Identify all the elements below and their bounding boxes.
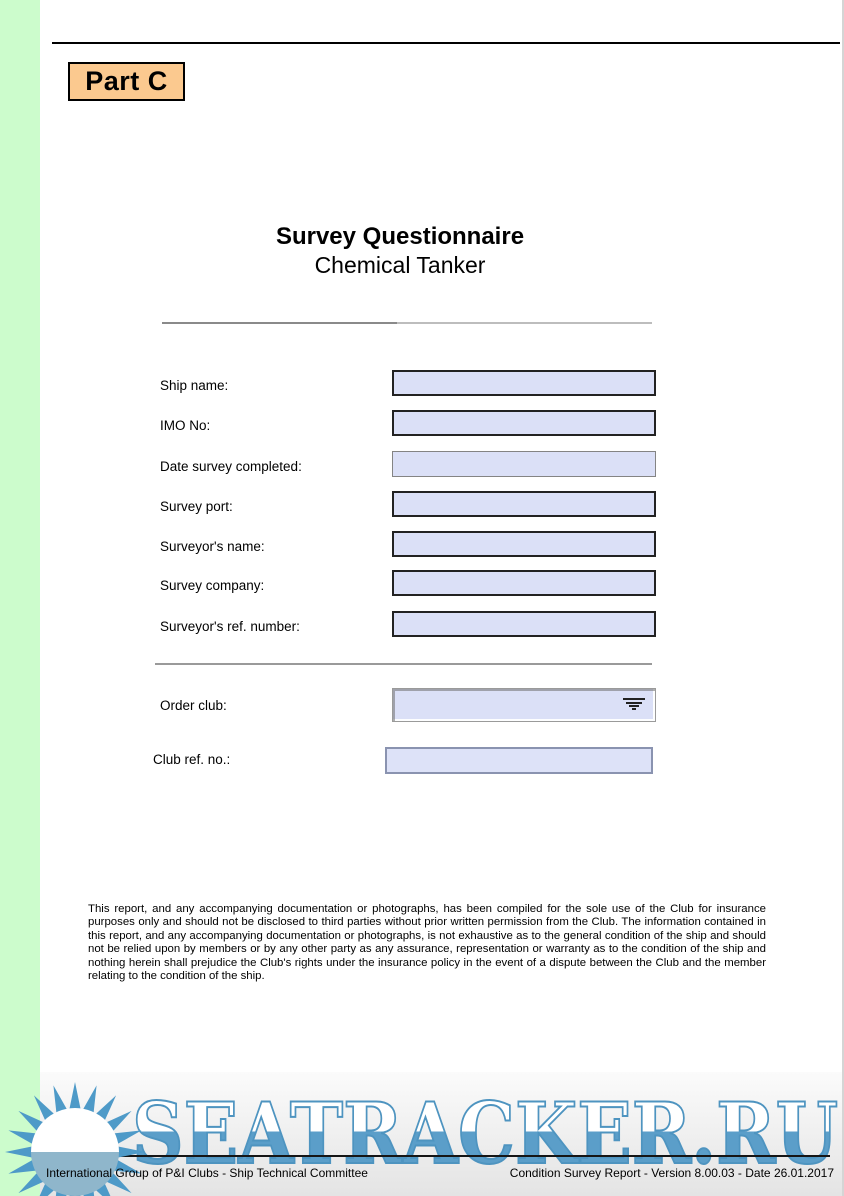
imo-no-input[interactable] xyxy=(392,410,656,436)
page-title: Survey Questionnaire xyxy=(275,223,525,250)
order-club-dropdown[interactable] xyxy=(392,688,656,722)
date-survey-completed-input[interactable] xyxy=(392,451,656,477)
part-label-text: Part C xyxy=(85,66,168,96)
club-ref-label: Club ref. no.: xyxy=(153,752,231,767)
footer-right-text: Condition Survey Report - Version 8.00.0… xyxy=(509,1166,834,1180)
section-divider-top xyxy=(162,322,652,324)
surveyor-name-input[interactable] xyxy=(392,531,656,557)
survey-company-input[interactable] xyxy=(392,570,656,596)
left-margin-strip xyxy=(0,0,40,1196)
order-club-label: Order club: xyxy=(160,698,227,713)
ship-name-input[interactable] xyxy=(392,370,656,396)
watermark-band xyxy=(40,1072,842,1196)
survey-port-label: Survey port: xyxy=(160,499,233,514)
footer-left-text: International Group of P&I Clubs - Ship … xyxy=(46,1166,368,1180)
page-subtitle: Chemical Tanker xyxy=(314,252,486,278)
disclaimer-text: This report, and any accompanying docume… xyxy=(88,903,766,983)
footer-horizontal-rule xyxy=(52,1155,830,1157)
surveyor-name-label: Surveyor's name: xyxy=(160,539,265,554)
ship-name-label: Ship name: xyxy=(160,378,229,393)
part-label: Part C xyxy=(68,62,185,101)
surveyor-ref-number-label: Surveyor's ref. number: xyxy=(160,619,300,634)
surveyor-ref-number-input[interactable] xyxy=(392,611,656,637)
top-horizontal-rule xyxy=(52,42,840,44)
survey-company-label: Survey company: xyxy=(160,578,265,593)
section-divider-bottom xyxy=(155,663,652,665)
date-survey-completed-label: Date survey completed: xyxy=(160,459,302,474)
survey-port-input[interactable] xyxy=(392,491,656,517)
dropdown-arrow-icon xyxy=(623,698,645,710)
imo-no-label: IMO No: xyxy=(160,418,211,433)
club-ref-input[interactable] xyxy=(385,747,653,774)
